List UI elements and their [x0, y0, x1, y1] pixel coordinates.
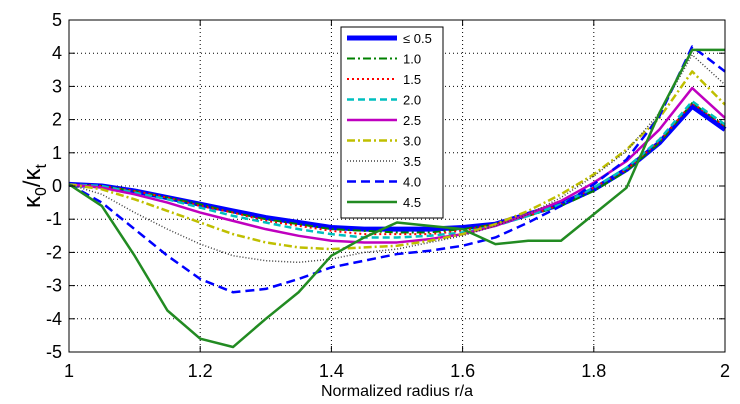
x-tick-label: 1 — [64, 361, 74, 381]
x-tick-label: 1.4 — [319, 361, 344, 381]
x-axis-title: Normalized radius r/a — [321, 383, 473, 400]
y-tick-label: 5 — [52, 10, 62, 30]
legend-label: 4.5 — [403, 195, 421, 210]
y-tick-label: 1 — [52, 143, 62, 163]
legend-box — [340, 26, 444, 219]
x-tick-label: 2 — [720, 361, 730, 381]
x-tick-label: 1.8 — [581, 361, 606, 381]
y-tick-label: 0 — [52, 176, 62, 196]
tick-labels: 1 1.2 1.4 1.6 1.8 2 -5 -4 -3 -2 -1 0 1 2 3 4 5 — [46, 10, 730, 381]
legend-label: 3.0 — [403, 134, 421, 149]
series-line-2 — [68, 102, 726, 234]
x-tick-label: 1.6 — [450, 361, 475, 381]
y-tick-label: -2 — [46, 242, 62, 262]
y-tick-label: -5 — [46, 342, 62, 362]
series-line-3 — [68, 102, 726, 236]
series-line-6 — [68, 70, 726, 251]
legend: ≤ 0.5 1.0 1.5 2.0 2.5 3.0 3.5 4.0 4.5 — [340, 26, 444, 219]
legend-label: ≤ 0.5 — [403, 31, 432, 46]
y-tick-label: -1 — [46, 209, 62, 229]
svg-text:κ0/κt: κ0/κt — [19, 163, 50, 208]
ticks — [68, 19, 726, 353]
y-tick-label: 3 — [52, 76, 62, 96]
legend-label: 1.5 — [403, 72, 421, 87]
legend-label: 3.5 — [403, 154, 421, 169]
y-tick-label: 2 — [52, 110, 62, 130]
series-line-9 — [68, 48, 725, 349]
series-line-8 — [68, 45, 726, 294]
y-tick-label: -3 — [46, 276, 62, 296]
series-line-4 — [68, 100, 726, 239]
series-layer — [68, 45, 727, 349]
y-tick-label: -4 — [46, 309, 62, 329]
x-tick-label: 1.2 — [188, 361, 213, 381]
y-axis-title: κ0/κt — [19, 163, 50, 208]
legend-label: 2.5 — [403, 113, 421, 128]
legend-label: 2.0 — [403, 93, 421, 108]
y-tick-label: 4 — [52, 43, 62, 63]
legend-label: 4.0 — [403, 175, 421, 190]
legend-label: 1.0 — [403, 52, 421, 67]
series-line-7 — [68, 54, 726, 264]
